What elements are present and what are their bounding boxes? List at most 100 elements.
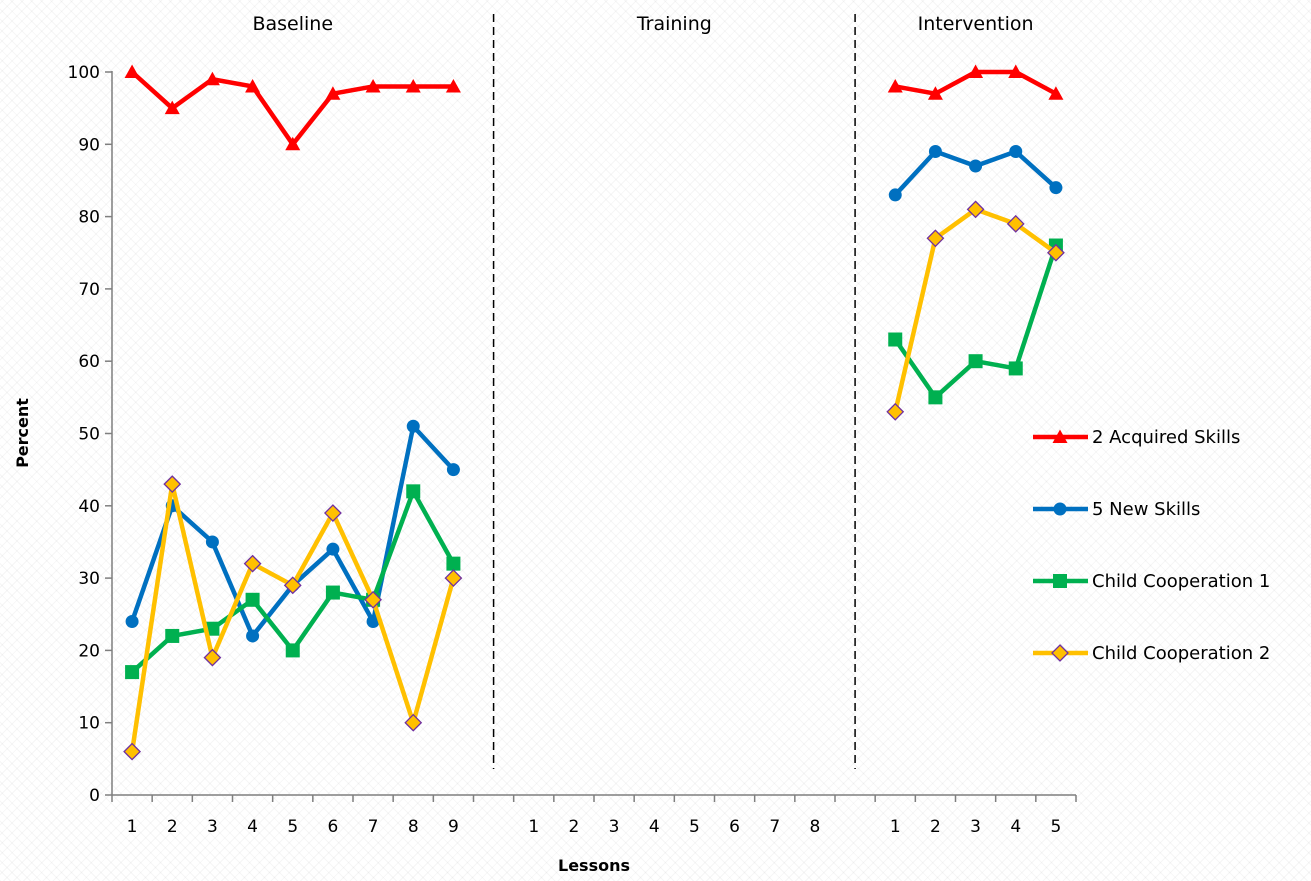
x-tick-label: 5: [287, 817, 298, 837]
data-point: [366, 614, 380, 628]
data-point: [888, 332, 903, 347]
data-point: [205, 621, 220, 636]
data-point: [326, 542, 340, 556]
series-group: [123, 64, 1065, 761]
x-tick-label: 4: [649, 817, 660, 837]
data-point: [285, 136, 301, 151]
data-point: [966, 200, 985, 219]
data-point: [928, 145, 942, 159]
x-tick-label: 5: [1051, 817, 1062, 837]
data-point: [203, 648, 222, 667]
series-line: [893, 149, 1059, 198]
data-point: [124, 64, 140, 78]
series-line: [893, 243, 1059, 400]
series-5-new-skills: [125, 145, 1063, 643]
data-point: [406, 419, 420, 433]
legend-label: Child Cooperation 1: [1092, 571, 1270, 592]
legend-entry: Child Cooperation 1: [1033, 571, 1270, 592]
data-point: [886, 402, 905, 421]
x-tick-label: 4: [247, 817, 258, 837]
data-point: [123, 742, 142, 761]
x-tick-label: 1: [890, 817, 901, 837]
data-point: [283, 576, 302, 595]
x-tick-label: 6: [328, 817, 339, 837]
data-point: [164, 100, 180, 115]
data-point: [404, 713, 423, 732]
series-2-acquired-skills: [124, 64, 1064, 151]
data-point: [285, 643, 300, 658]
data-point: [364, 590, 383, 609]
data-point: [246, 629, 260, 643]
y-tick-label: 60: [78, 352, 100, 372]
data-point: [446, 463, 460, 477]
x-tick-label: 3: [609, 817, 620, 837]
y-tick-label: 70: [78, 280, 100, 300]
data-point: [969, 159, 983, 173]
data-point: [1053, 574, 1067, 588]
data-point: [1053, 502, 1067, 516]
y-tick-label: 50: [78, 425, 100, 445]
data-point: [1006, 214, 1025, 233]
x-tick-label: 2: [930, 817, 941, 837]
series-line: [893, 207, 1059, 415]
series-child-cooperation-2: [123, 200, 1065, 761]
legend-label: 5 New Skills: [1092, 499, 1200, 520]
y-tick-label: 10: [78, 714, 100, 734]
data-point: [888, 188, 902, 202]
x-tick-label: 9: [448, 817, 459, 837]
data-point: [365, 78, 381, 93]
data-point: [204, 71, 220, 86]
data-point: [125, 665, 140, 680]
y-tick-label: 100: [68, 63, 100, 83]
x-tick-label: 1: [127, 817, 138, 837]
data-point: [444, 569, 463, 588]
x-tick-label: 4: [1010, 817, 1021, 837]
data-point: [887, 78, 903, 93]
data-point: [1009, 145, 1023, 159]
data-point: [245, 592, 260, 607]
data-point: [205, 535, 219, 549]
legend-entry: 5 New Skills: [1033, 499, 1200, 520]
data-point: [325, 585, 340, 600]
legend: 2 Acquired Skills 5 New Skills Child Coope…: [1033, 427, 1270, 664]
data-point: [1048, 86, 1064, 100]
y-tick-label: 0: [89, 786, 100, 806]
y-tick-label: 20: [78, 641, 100, 661]
data-point: [1046, 243, 1065, 262]
data-point: [245, 78, 261, 93]
series-line: [129, 69, 456, 147]
y-axis-title: Percent: [13, 398, 32, 468]
data-point: [1051, 644, 1069, 662]
data-point: [446, 556, 461, 571]
legend-label: 2 Acquired Skills: [1092, 427, 1240, 448]
data-point: [445, 78, 461, 93]
x-tick-label: 3: [970, 817, 981, 837]
legend-label: Child Cooperation 2: [1092, 643, 1270, 664]
x-tick-label: 6: [729, 817, 740, 837]
x-tick-label: 2: [569, 817, 580, 837]
x-axis-title: Lessons: [558, 856, 630, 875]
axis-labels: Lessons Percent: [13, 398, 630, 875]
data-point: [968, 354, 983, 369]
data-point: [323, 504, 342, 522]
y-tick-label: 40: [78, 497, 100, 517]
series-line: [129, 481, 456, 754]
data-point: [405, 78, 421, 93]
phase-title: Intervention: [918, 13, 1034, 35]
data-point: [406, 484, 421, 499]
data-point: [927, 86, 943, 100]
data-point: [1052, 429, 1068, 443]
data-point: [926, 229, 945, 248]
data-point: [163, 475, 182, 494]
legend-entry: 2 Acquired Skills: [1033, 427, 1240, 448]
x-tick-label: 8: [810, 817, 821, 837]
data-point: [928, 390, 943, 405]
data-point: [243, 554, 262, 573]
data-point: [125, 614, 139, 628]
x-tick-label: 7: [769, 817, 780, 837]
y-tick-label: 30: [78, 569, 100, 589]
data-point: [968, 64, 984, 78]
x-tick-label: 3: [207, 817, 218, 837]
phase-title: Baseline: [252, 13, 333, 35]
data-point: [1049, 181, 1063, 195]
